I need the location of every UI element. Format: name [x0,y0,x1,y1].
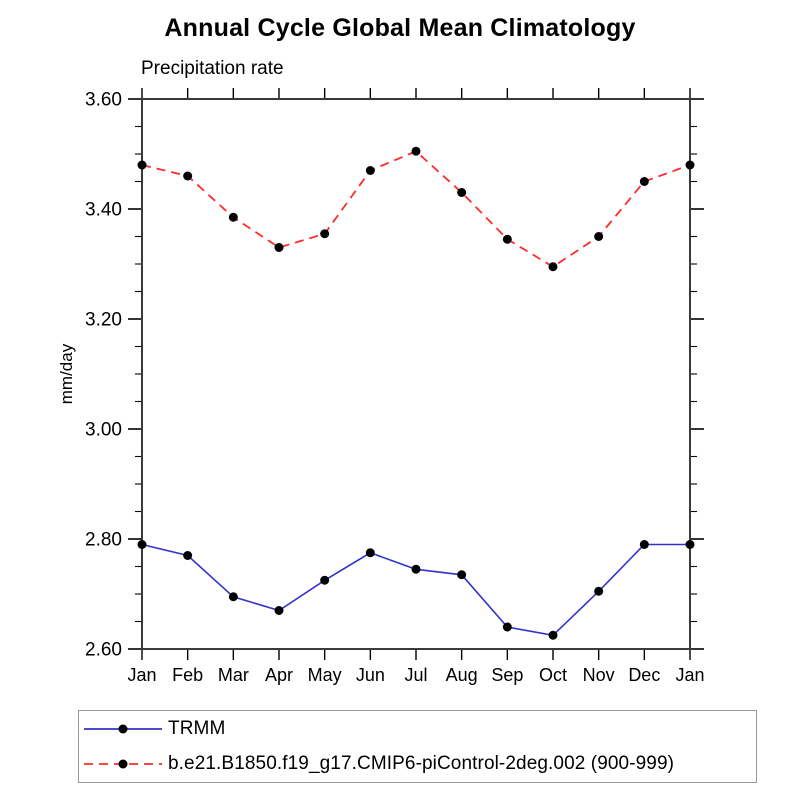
y-tick-label: 3.40 [85,200,122,221]
data-point-model [137,160,147,170]
data-point-trmm [183,551,193,560]
legend-item-model: b.e21.B1850.f19_g17.CMIP6-piControl-2deg… [79,747,756,780]
data-point-trmm [320,575,330,585]
y-tick-label: 3.00 [85,420,122,441]
series-line-trmm [141,543,690,637]
data-point-trmm [457,570,467,580]
x-tick-label: Jan [127,665,156,685]
chart-title: Annual Cycle Global Mean Climatology [164,14,636,42]
data-point-trmm [137,540,147,549]
y-tick-label: 2.80 [85,530,122,551]
y-tick-label: 2.60 [85,640,122,661]
x-tick-label: Nov [583,665,615,685]
x-tick-label: Sep [491,665,523,685]
chart-subtitle: Precipitation rate [141,58,284,79]
data-point-model [320,229,330,239]
data-point-model [685,160,695,170]
data-point-trmm [594,586,604,596]
data-point-model [274,243,284,252]
y-tick-label: 3.20 [85,310,122,331]
series-line-model [141,150,691,268]
plot-border [141,98,691,650]
data-point-trmm [411,564,421,574]
legend-label-model: b.e21.B1850.f19_g17.CMIP6-piControl-2deg… [168,752,675,774]
data-point-trmm [365,548,375,558]
data-point-model [594,232,604,241]
data-point-model [411,146,421,156]
data-point-trmm [274,606,284,615]
legend-label-trmm: TRMM [168,718,226,740]
x-tick-label: Oct [539,665,567,685]
x-tick-label: Jan [675,665,704,685]
data-point-trmm [228,592,238,602]
data-point-model [365,166,375,175]
data-point-model [183,171,193,181]
x-tick-label: Mar [218,665,249,685]
legend-item-trmm: TRMM [79,713,756,746]
x-tick-label: Apr [265,665,293,685]
x-tick-label: Jun [356,665,385,685]
x-tick-label: Jul [404,665,427,685]
x-tick-label: May [308,665,342,685]
y-tick-label: 3.60 [85,90,122,111]
data-point-trmm [548,630,558,640]
x-tick-label: Feb [172,665,203,685]
y-axis-unit-label: mm/day [57,343,76,404]
data-point-model [548,262,558,272]
x-tick-label: Dec [628,665,660,685]
data-point-trmm [502,622,512,632]
legend: TRMM b.e21.B1850.f19_g17.CMIP6-piControl… [78,710,757,783]
x-tick-label: Aug [446,665,478,685]
data-point-model [457,188,467,197]
data-point-trmm [685,540,695,549]
data-point-trmm [639,540,649,549]
data-point-model [639,177,649,186]
data-point-model [228,212,238,222]
trmm-line-sample-icon [84,724,162,734]
data-point-model [502,234,512,244]
model-line-sample-icon [84,759,162,769]
